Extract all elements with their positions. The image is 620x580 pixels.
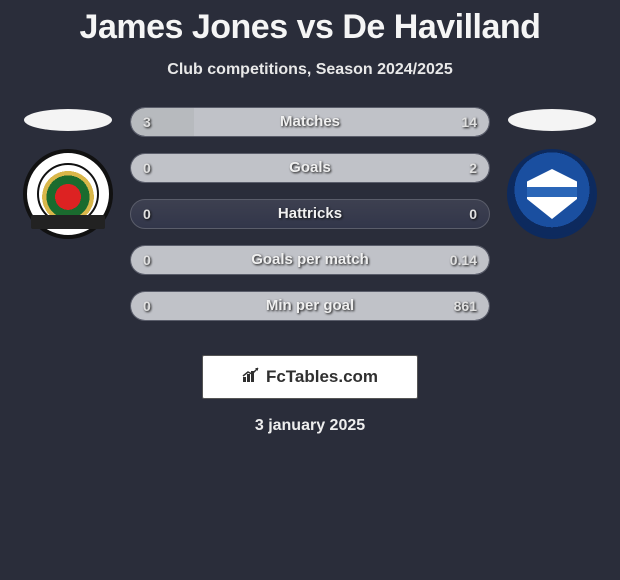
crest-right-inner [527, 169, 577, 219]
stat-value-right: 0 [457, 200, 489, 228]
player2-name: De Havilland [342, 8, 540, 46]
stat-value-right: 861 [442, 292, 489, 320]
right-player-ellipse [508, 109, 596, 131]
growth-chart-icon [242, 367, 262, 388]
page-title: James Jones vs De Havilland [0, 8, 620, 47]
player1-name: James Jones [80, 8, 288, 46]
watermark-box: FcTables.com [202, 355, 418, 399]
subtitle: Club competitions, Season 2024/2025 [0, 61, 620, 79]
stat-value-right: 14 [449, 108, 489, 136]
stat-bar: 0Goals2 [130, 153, 490, 183]
right-club-crest [507, 149, 597, 239]
stat-value-right: 2 [457, 154, 489, 182]
watermark-text: FcTables.com [266, 367, 378, 387]
left-player-ellipse [24, 109, 112, 131]
crest-right-stripe [527, 187, 577, 197]
left-club-crest [23, 149, 113, 239]
stat-label: Goals per match [131, 246, 489, 274]
stat-bar: 0Min per goal861 [130, 291, 490, 321]
stat-label: Min per goal [131, 292, 489, 320]
stat-bar: 3Matches14 [130, 107, 490, 137]
stat-label: Goals [131, 154, 489, 182]
main-row: 3Matches140Goals20Hattricks00Goals per m… [0, 107, 620, 337]
stat-bar: 0Hattricks0 [130, 199, 490, 229]
stat-bar: 0Goals per match0.14 [130, 245, 490, 275]
right-side [502, 107, 602, 239]
stat-label: Matches [131, 108, 489, 136]
crest-left-band [31, 215, 105, 229]
stats-column: 3Matches140Goals20Hattricks00Goals per m… [130, 107, 490, 337]
vs-text: vs [297, 8, 334, 46]
stat-label: Hattricks [131, 200, 489, 228]
left-side [18, 107, 118, 239]
comparison-infographic: James Jones vs De Havilland Club competi… [0, 0, 620, 435]
date-line: 3 january 2025 [0, 417, 620, 435]
stat-value-right: 0.14 [438, 246, 489, 274]
